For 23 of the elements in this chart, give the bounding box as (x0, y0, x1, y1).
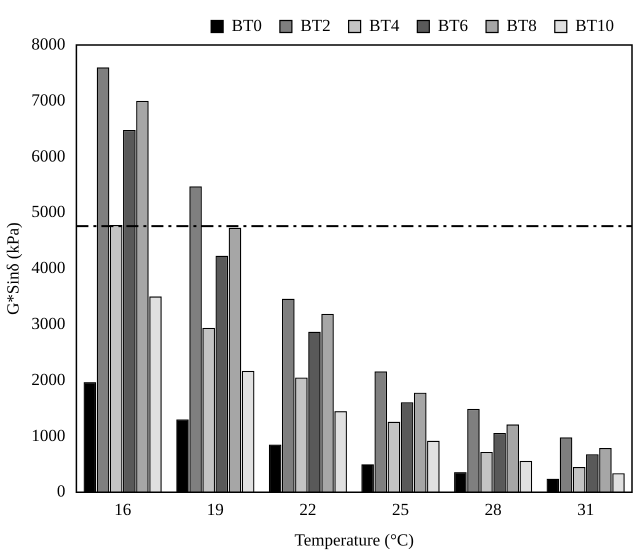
legend-label: BT10 (575, 16, 614, 35)
x-tick-label: 22 (299, 500, 316, 519)
legend-label: BT4 (369, 16, 400, 35)
legend-label: BT8 (506, 16, 537, 35)
y-tick-label: 8000 (31, 34, 66, 54)
y-axis-title: G*Sinδ (kPa) (4, 222, 23, 315)
x-tick-label: 31 (577, 500, 594, 519)
y-tick-label: 6000 (31, 146, 66, 166)
y-tick-label: 3000 (31, 314, 66, 333)
legend-label: BT6 (438, 16, 468, 35)
y-tick-label: 5000 (31, 202, 66, 222)
x-tick-label: 28 (484, 500, 502, 519)
legend-label: BT0 (232, 16, 262, 35)
y-tick-label: 1000 (31, 426, 66, 445)
y-tick-label: 4000 (31, 258, 66, 278)
y-tick-label: 2000 (31, 370, 66, 389)
x-axis-title: Temperature (°C) (294, 530, 414, 550)
x-tick-label: 25 (392, 500, 409, 519)
x-tick-label: 16 (114, 500, 132, 519)
y-tick-label: 7000 (31, 90, 66, 110)
x-tick-label: 19 (206, 500, 224, 519)
y-tick-label: 0 (56, 482, 66, 501)
legend-label: BT2 (300, 16, 331, 35)
